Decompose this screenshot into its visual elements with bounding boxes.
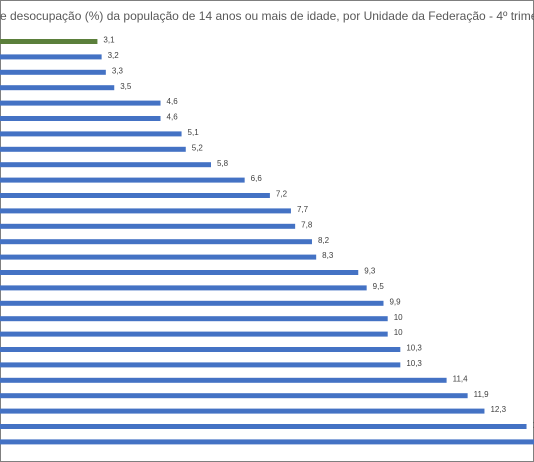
bar [0,54,102,60]
value-label: 9,5 [373,282,385,291]
bar [0,177,245,183]
value-label: 11,4 [453,374,469,383]
value-label: 5,8 [217,159,229,168]
bar [0,439,534,445]
bar [0,208,291,214]
bar [0,131,182,137]
value-label: 7,7 [297,205,309,214]
value-label: 8,3 [322,251,334,260]
value-label: 10,3 [406,344,422,353]
value-label: 7,8 [301,220,313,229]
value-label: 8,2 [318,236,330,245]
value-label: 5,1 [188,128,200,137]
bar [0,162,212,168]
bar [0,254,317,260]
value-label: 5,2 [192,143,204,152]
value-label: 10 [394,313,403,322]
value-label: 4,6 [167,113,179,122]
value-label: 3,5 [120,82,132,91]
value-label: 11,9 [474,390,490,399]
value-label: 3,1 [103,36,115,45]
bar [0,377,447,383]
value-label: 13,3 [533,421,534,430]
bar [0,285,367,291]
bar [0,85,115,91]
value-label: 12,3 [490,405,506,414]
value-label: 9,3 [364,267,376,276]
bar [0,116,161,121]
chart-title: e desocupação (%) da população de 14 ano… [0,9,534,23]
value-label: 3,3 [112,66,124,75]
bar [0,69,106,75]
bar [0,408,485,414]
bar [0,300,384,306]
value-label: 4,6 [167,97,179,106]
value-label: 6,6 [251,174,263,183]
bar [0,223,296,229]
value-label: 7,2 [276,190,288,199]
bar [0,193,270,198]
value-label: 10 [394,328,403,337]
bar [0,146,186,152]
bar [0,331,388,337]
bar [0,424,527,429]
value-label: 10,3 [406,359,422,368]
bar [0,347,401,352]
bar [0,239,312,245]
bar [0,39,98,44]
bar [0,316,388,322]
bar [0,100,161,106]
value-label: 3,2 [108,51,120,60]
value-label: 9,9 [389,297,401,306]
bar [0,362,401,368]
bar [0,393,468,399]
bar [0,270,359,275]
